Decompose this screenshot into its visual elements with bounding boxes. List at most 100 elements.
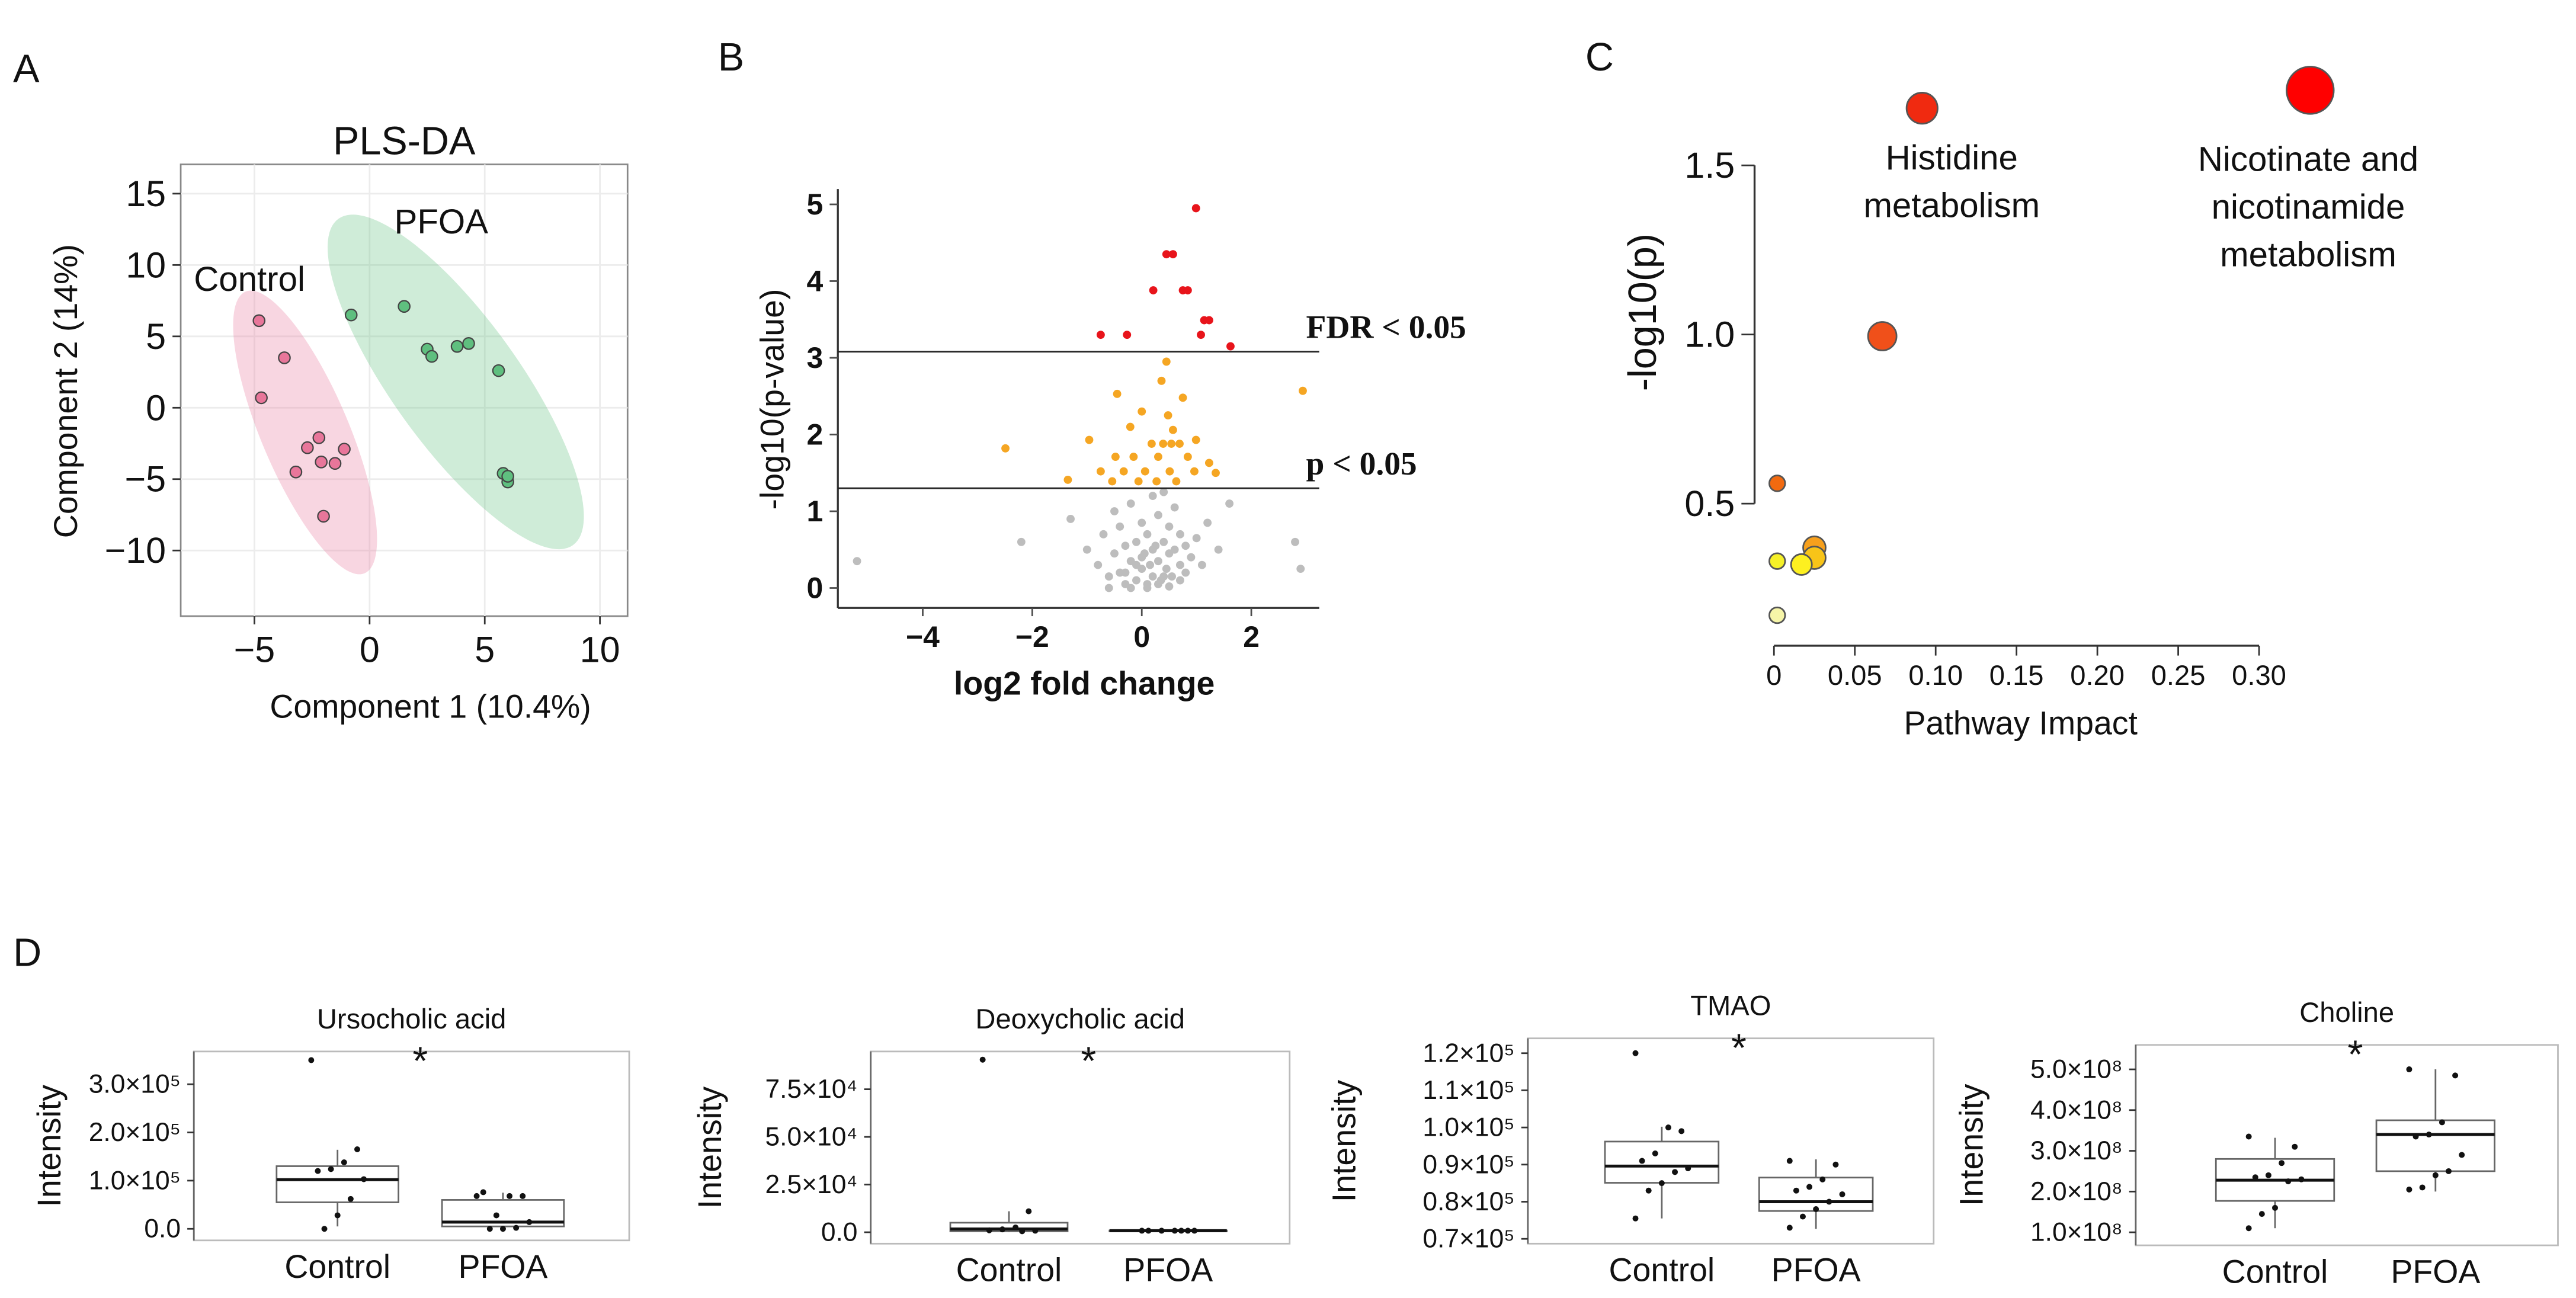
point — [1839, 1191, 1846, 1197]
point — [1110, 549, 1119, 558]
point — [1162, 357, 1171, 366]
point — [344, 308, 358, 322]
plot-frame — [870, 1050, 1291, 1245]
point — [1678, 1128, 1685, 1134]
y-tick-label: 1.0×10⁸ — [2030, 1218, 2123, 1247]
pathway-bubble — [1768, 606, 1786, 624]
point — [1168, 572, 1176, 581]
point — [999, 1226, 1005, 1233]
point — [1143, 584, 1152, 592]
point — [347, 1196, 354, 1202]
point — [1187, 553, 1196, 562]
point — [1134, 477, 1143, 486]
point — [2459, 1152, 2465, 1158]
point — [1148, 492, 1157, 501]
point — [520, 1193, 526, 1199]
threshold-label: p < 0.05 — [1306, 446, 1417, 482]
point — [1154, 557, 1162, 566]
point — [1138, 553, 1146, 562]
point — [1183, 286, 1192, 294]
point — [493, 1212, 499, 1219]
point — [513, 1225, 520, 1231]
point — [252, 314, 266, 328]
point — [1225, 499, 1234, 508]
x-tick-label: Control — [2222, 1253, 2328, 1290]
point — [1793, 1187, 1799, 1194]
point — [1138, 518, 1146, 527]
pathway-label: metabolism — [1863, 186, 2040, 225]
significance-mark: * — [1081, 1040, 1096, 1084]
x-tick-label: 0.10 — [1908, 659, 1963, 691]
x-tick-label: 0.25 — [2151, 659, 2206, 691]
panel-letter: B — [718, 36, 744, 79]
y-tick-label: 0.0 — [821, 1217, 858, 1246]
point — [321, 1226, 328, 1232]
point — [2245, 1225, 2252, 1232]
point — [1132, 537, 1140, 546]
point — [1191, 1228, 1198, 1234]
point — [328, 1166, 334, 1172]
point — [526, 1219, 533, 1225]
point — [1159, 537, 1168, 546]
point — [1159, 440, 1168, 448]
y-tick-label: −5 — [125, 459, 166, 499]
point — [1132, 576, 1140, 585]
point — [1013, 1224, 1019, 1230]
confidence-ellipse — [327, 214, 584, 550]
point — [853, 557, 861, 566]
point — [338, 443, 351, 456]
pathway-bubble — [1867, 321, 1898, 351]
y-tick-label: 0.8×10⁵ — [1422, 1187, 1514, 1216]
y-tick-label: 0.9×10⁵ — [1422, 1150, 1514, 1179]
y-axis-label: Intensity — [1325, 1079, 1362, 1202]
pathway-label: nicotinamide — [2212, 188, 2405, 226]
point — [1178, 393, 1187, 402]
point — [1212, 469, 1220, 477]
point — [1158, 1228, 1165, 1234]
point — [1175, 530, 1184, 539]
y-tick-label: 7.5×10⁴ — [765, 1075, 858, 1104]
x-tick-label: PFOA — [1123, 1252, 1213, 1289]
y-tick-label: 5 — [806, 188, 823, 221]
point — [1819, 1176, 1826, 1182]
point — [1165, 582, 1174, 591]
chart-title: Ursocholic acid — [317, 1003, 507, 1034]
y-tick-label: 1.2×10⁵ — [1422, 1039, 1514, 1068]
point — [1149, 286, 1158, 294]
point — [2439, 1119, 2445, 1126]
box — [2375, 1119, 2495, 1172]
point — [1632, 1050, 1639, 1056]
y-tick-label: 2.5×10⁴ — [765, 1170, 858, 1199]
point — [1175, 440, 1184, 448]
point — [1157, 376, 1166, 385]
y-axis-label: Intensity — [1953, 1084, 1990, 1206]
point — [1191, 204, 1200, 213]
x-tick-label: 0 — [1133, 620, 1150, 653]
point — [1291, 537, 1299, 546]
y-axis-label: Component 2 (14%) — [47, 244, 84, 538]
point — [2279, 1160, 2285, 1166]
point — [308, 1057, 315, 1063]
point — [1799, 1213, 1806, 1220]
point — [1063, 475, 1072, 484]
point — [1171, 1228, 1178, 1234]
point — [1672, 1169, 1678, 1175]
point — [317, 509, 330, 523]
point — [1652, 1150, 1658, 1156]
point — [2252, 1174, 2258, 1181]
point — [1123, 331, 1132, 339]
point — [1826, 1198, 1832, 1205]
y-tick-label: 2.0×10⁵ — [89, 1118, 181, 1147]
point — [1172, 477, 1181, 486]
point — [301, 441, 314, 454]
point — [1806, 1184, 1813, 1190]
x-tick-label: Control — [284, 1248, 390, 1285]
y-axis-label: -log10(p-value) — [754, 289, 790, 510]
point — [1164, 411, 1172, 420]
point — [1001, 444, 1010, 453]
pathway-bubble — [1905, 92, 1939, 125]
y-tick-label: 4 — [806, 264, 823, 297]
point — [1154, 511, 1162, 520]
y-tick-label: 0.0 — [144, 1214, 181, 1243]
